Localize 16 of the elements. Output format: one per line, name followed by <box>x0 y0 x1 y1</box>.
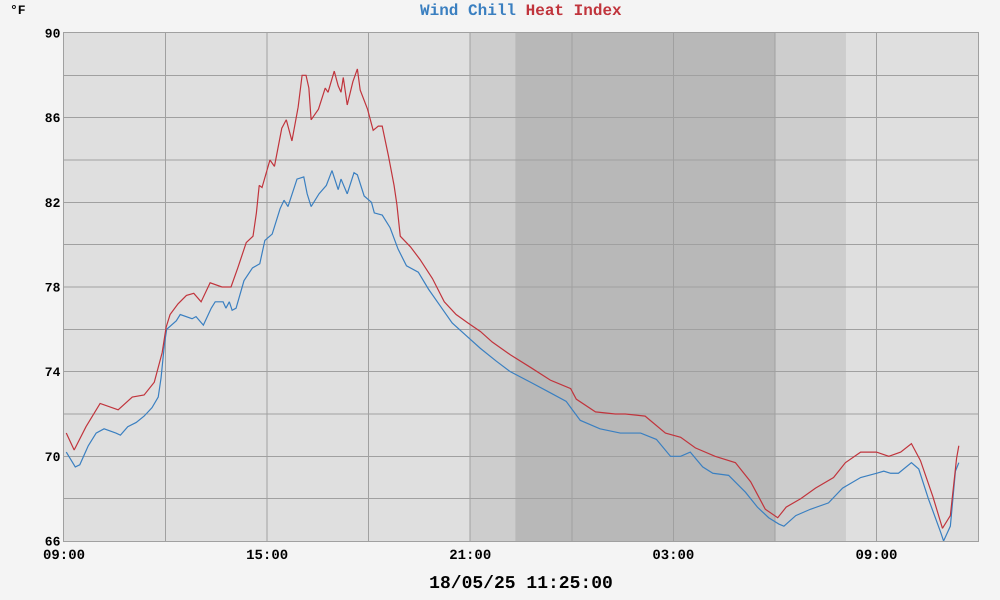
text: Heat Index <box>526 2 622 20</box>
x-tick-label: 21:00 <box>449 548 492 564</box>
x-axis-title: 18/05/25 11:25:00 <box>429 574 613 594</box>
y-tick-label: 86 <box>44 111 61 126</box>
text: Wind Chill <box>420 2 516 20</box>
x-tick-label: 03:00 <box>652 548 694 564</box>
x-tick-label: 09:00 <box>855 548 898 564</box>
y-tick-label: 78 <box>44 280 61 296</box>
y-tick-label: 66 <box>44 534 61 550</box>
y-tick-label: 74 <box>44 365 61 380</box>
x-tick-label: 09:00 <box>42 548 86 564</box>
y-axis-title: °F <box>10 3 26 18</box>
y-tick-label: 70 <box>44 450 61 465</box>
y-tick-label: 90 <box>44 26 61 42</box>
x-tick-label: 15:00 <box>246 548 288 564</box>
y-tick-label: 82 <box>44 196 61 211</box>
